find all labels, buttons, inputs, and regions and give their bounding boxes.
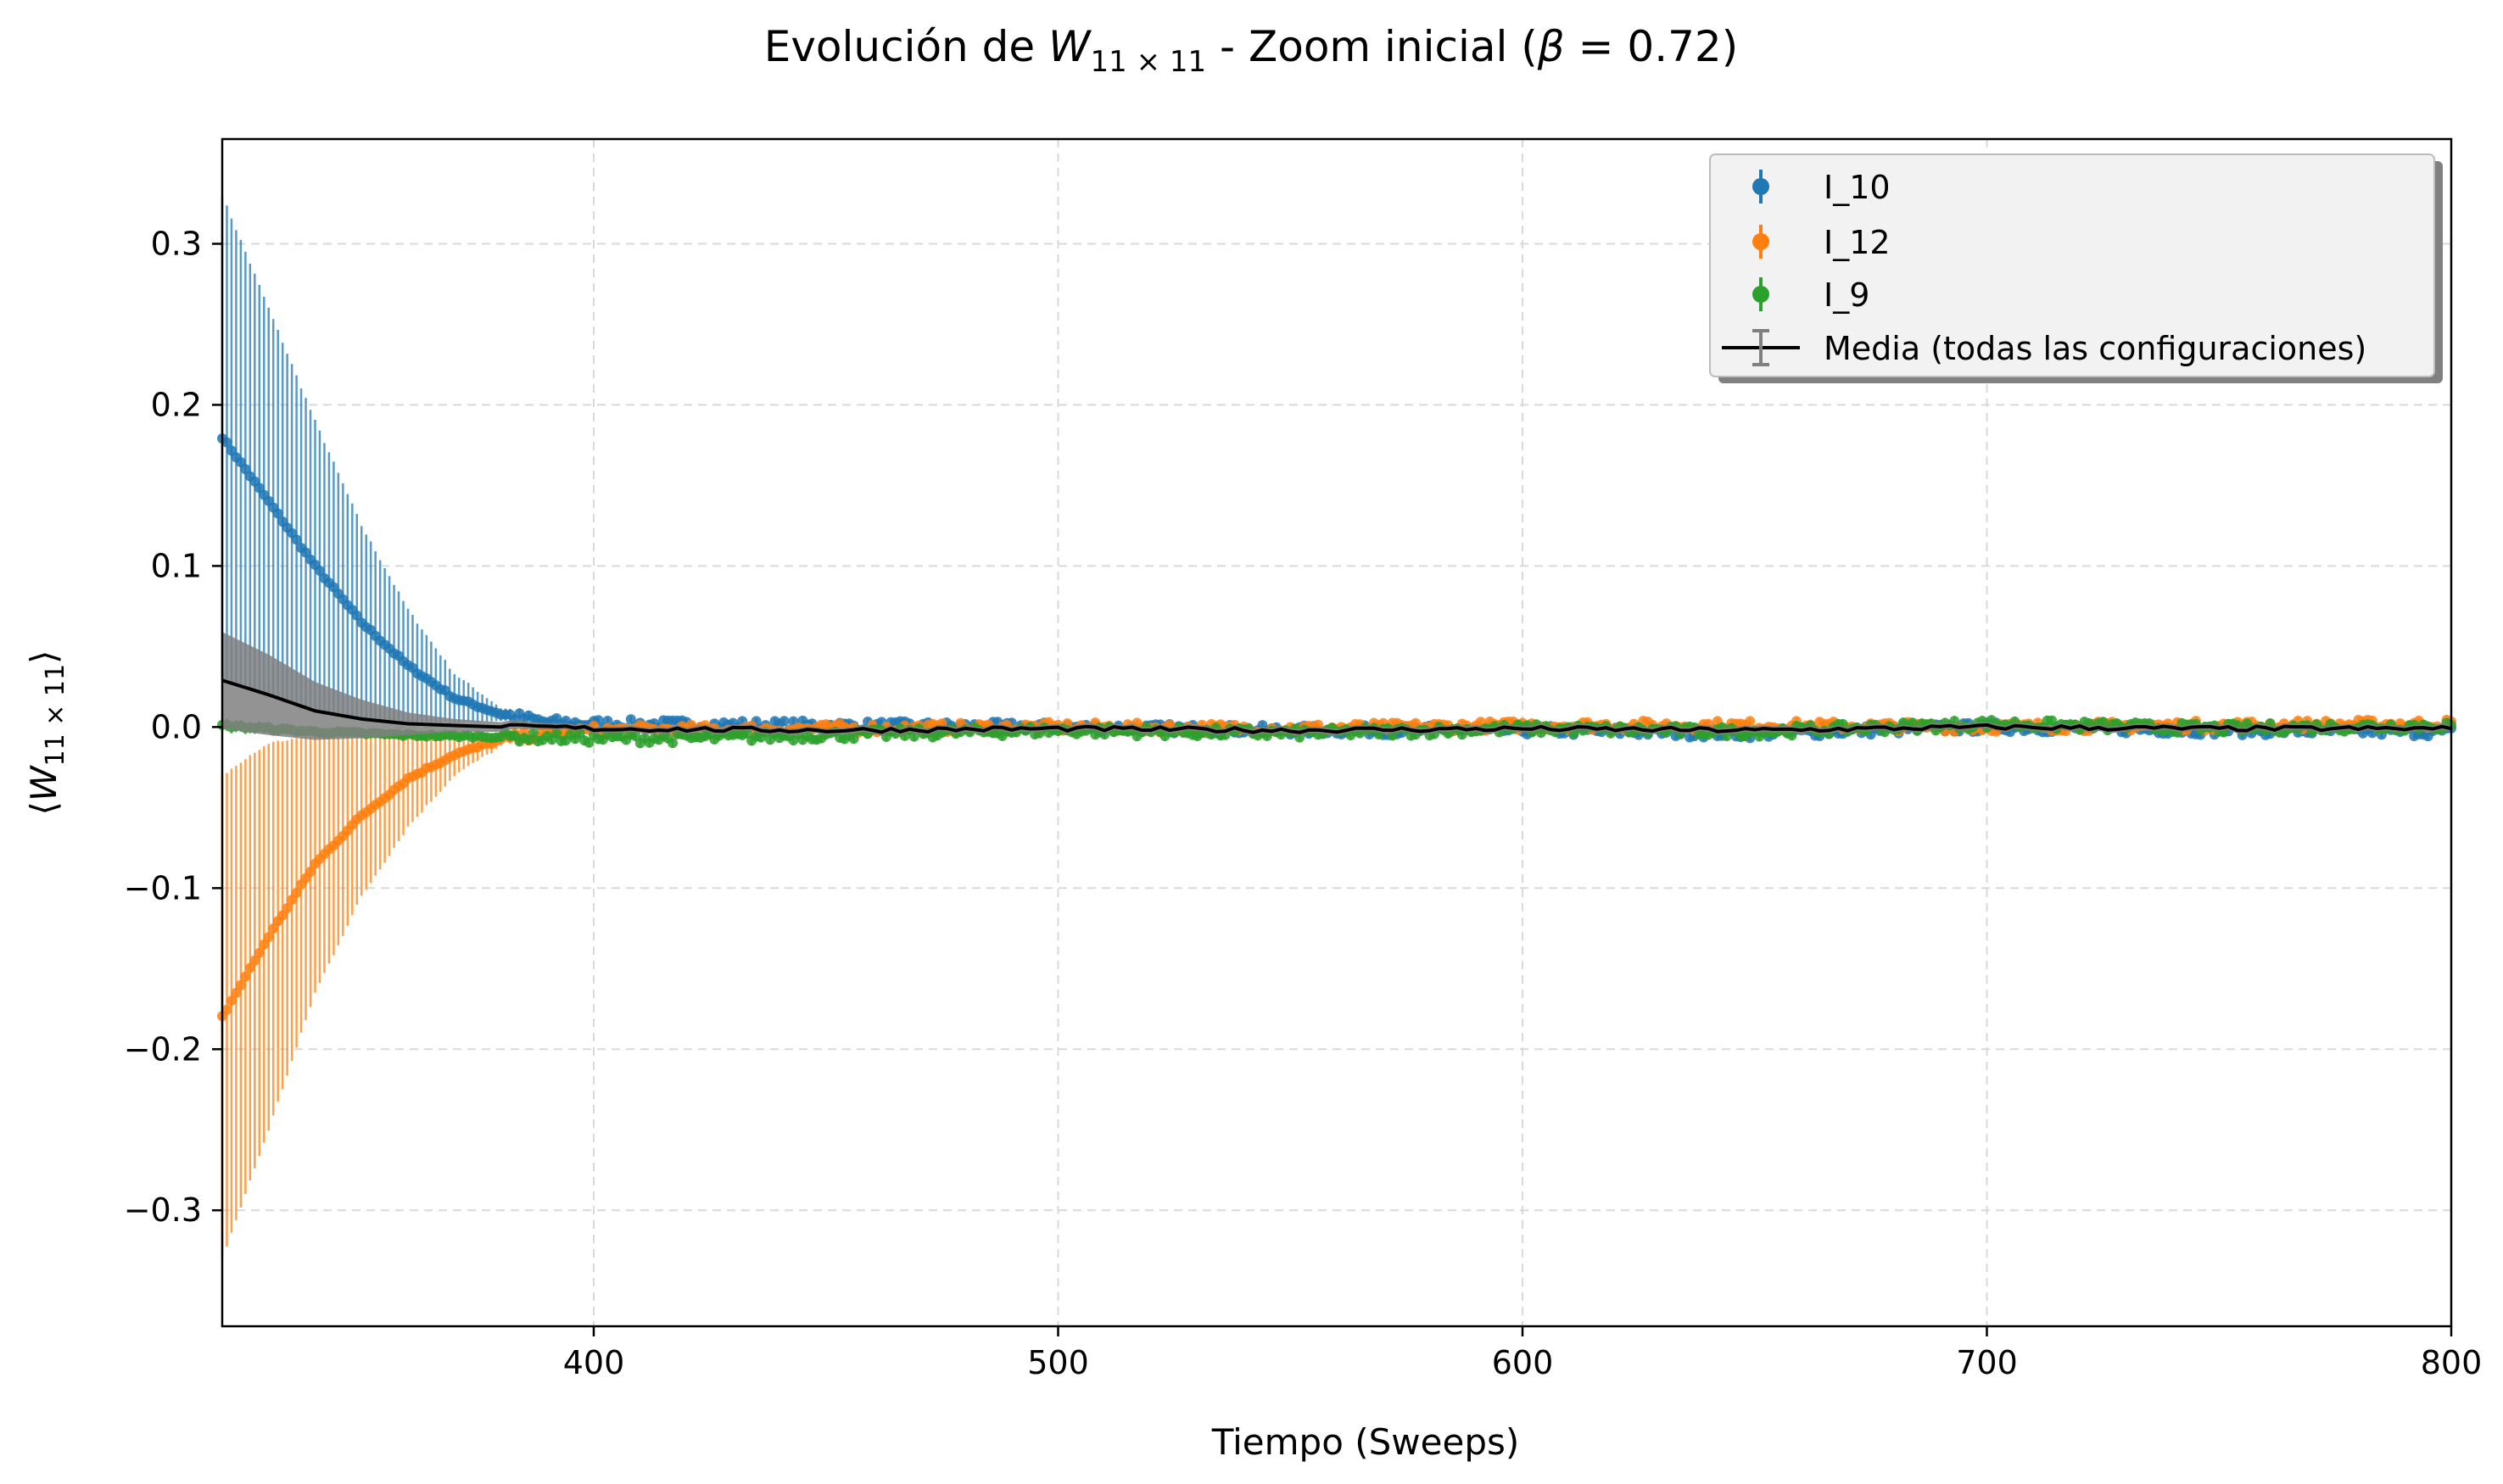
data-point [240,971,251,982]
data-point [244,962,255,974]
legend-i9-marker [1752,286,1769,303]
data-point [779,716,790,727]
data-point [528,728,539,739]
legend-item-i9: I_9 [1752,276,1869,314]
data-point [263,932,274,943]
legend-mean-label: Media (todas las configuraciones) [1824,330,2366,367]
x-tick-label: 700 [1956,1344,2018,1381]
legend: I_10 I_12 I_9 Media (todas las configura… [1709,153,2443,383]
legend-box [1709,153,2435,377]
y-ticks: 0.3 0.2 0.1 0.0 −0.1 −0.2 −0.3 [124,225,222,1229]
data-point [272,508,283,519]
data-point [2047,715,2058,726]
data-point [1745,716,1756,727]
mean-line [221,678,2452,734]
data-point [235,979,246,990]
series-mean [221,632,2452,740]
y-tick-label: −0.3 [124,1191,202,1229]
data-point [221,437,232,448]
data-point [268,923,279,934]
data-point [259,939,270,950]
series-layer [217,197,2456,1258]
x-axis-label: Tiempo (Sweeps) [1211,1421,1520,1463]
x-tick-label: 600 [1492,1344,1554,1381]
data-point [282,902,293,913]
data-point [1907,717,1918,728]
data-point [249,955,260,966]
data-point [231,987,242,998]
legend-i10-marker [1752,178,1769,195]
mean-error-band [222,632,2451,740]
axes-frame [221,137,2453,1328]
x-tick-label: 800 [2421,1344,2483,1381]
data-point [254,947,265,958]
data-point [314,565,325,576]
y-tick-label: 0.1 [151,547,202,584]
y-tick-label: −0.2 [124,1030,202,1068]
legend-i10-label: I_10 [1824,169,1891,206]
data-point [305,866,316,877]
y-tick-label: 0.0 [151,708,202,745]
data-point [602,716,613,727]
data-point [584,737,595,748]
y-tick-label: 0.2 [151,386,202,423]
data-point [551,728,562,739]
x-ticks: 400 500 600 700 800 [563,1326,2483,1381]
legend-item-mean: Media (todas las configuraciones) [1722,329,2366,367]
data-point [625,714,636,725]
data-point [908,731,919,742]
y-tick-label: 0.3 [151,225,202,262]
data-point [1786,730,1797,741]
y-tick-label: −0.1 [124,869,202,907]
data-point [2098,717,2109,728]
x-tick-label: 500 [1027,1344,1089,1381]
legend-i9-label: I_9 [1824,276,1869,314]
legend-i12-label: I_12 [1824,224,1891,261]
data-point [221,1004,232,1015]
chart-title: Evolución de W11 × 11 - Zoom inicial (β … [764,22,1739,79]
legend-i12-marker [1752,233,1769,250]
x-tick-label: 400 [563,1344,625,1381]
legend-item-i12: I_12 [1752,224,1891,261]
data-point [291,534,302,545]
data-point [668,738,679,749]
data-point [848,734,859,745]
data-point [351,610,362,621]
y-axis-label: ⟨W11 × 11⟩ [23,650,70,816]
data-point [291,887,302,898]
legend-item-i10: I_10 [1752,169,1891,206]
data-point [226,996,237,1007]
